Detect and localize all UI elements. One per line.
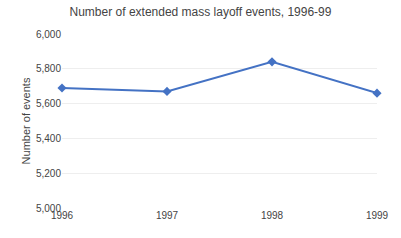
svg-text:1999: 1999 xyxy=(366,210,389,221)
svg-text:5,200: 5,200 xyxy=(36,168,61,179)
svg-text:1998: 1998 xyxy=(261,210,284,221)
svg-text:Number of extended mass layoff: Number of extended mass layoff events, 1… xyxy=(70,5,332,19)
svg-text:1997: 1997 xyxy=(156,210,179,221)
svg-text:6,000: 6,000 xyxy=(36,29,61,40)
svg-text:5,600: 5,600 xyxy=(36,98,61,109)
svg-text:1996: 1996 xyxy=(51,210,74,221)
svg-text:Number of events: Number of events xyxy=(20,77,32,164)
svg-text:5,800: 5,800 xyxy=(36,63,61,74)
svg-text:5,400: 5,400 xyxy=(36,133,61,144)
svg-text:5,000: 5,000 xyxy=(36,203,61,214)
